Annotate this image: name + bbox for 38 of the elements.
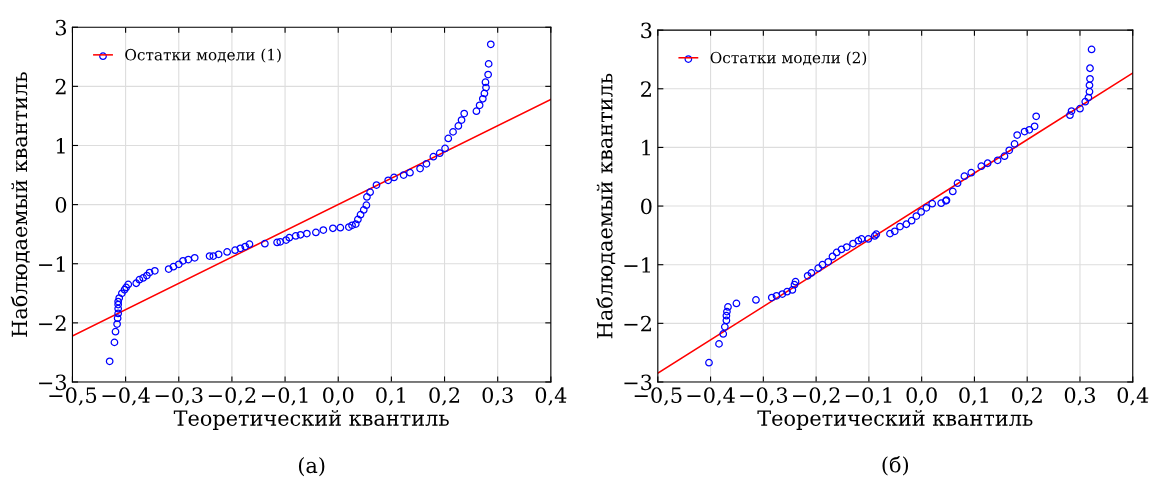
x-tick-label: −0,3 xyxy=(155,387,203,406)
x-tick-label: 0,1 xyxy=(959,387,989,406)
x-tick-label: 0,1 xyxy=(376,387,405,406)
x-tick-label: −0,2 xyxy=(793,387,840,406)
y-tick-label: −2 xyxy=(624,315,651,332)
y-tick-label: 2 xyxy=(55,78,66,95)
y-tick-label: 0 xyxy=(641,198,652,215)
y-tick-label: −1 xyxy=(624,257,650,273)
x-tick-label: −0,1 xyxy=(261,387,308,406)
legend-label: Остатки модели (1) xyxy=(125,48,281,63)
y-axis-title: Наблюдаемый квантиль xyxy=(596,73,616,339)
x-tick-label: 0,0 xyxy=(323,387,354,406)
x-tick-label: −0,4 xyxy=(687,387,735,406)
x-tick-label: −0,4 xyxy=(102,387,150,406)
y-tick-label: 1 xyxy=(642,139,650,156)
x-tick-label: 0,2 xyxy=(1012,387,1042,406)
y-tick-label: 0 xyxy=(55,197,67,213)
text: (б) xyxy=(882,456,909,476)
x-tick-label: 0,4 xyxy=(535,387,567,406)
x-axis-title: Теоретический квантиль xyxy=(757,410,1033,430)
x-tick-label: 0,2 xyxy=(429,387,460,406)
y-tick-label: −1 xyxy=(39,256,65,272)
y-tick-label: −2 xyxy=(39,315,66,331)
y-tick-label: 3 xyxy=(641,22,652,39)
legend-label: Остатки модели (2) xyxy=(710,51,867,66)
text: (а) xyxy=(298,457,325,477)
x-tick-label: 0,4 xyxy=(1117,387,1149,406)
x-tick-label: 0,3 xyxy=(1064,387,1095,406)
x-tick-label: 0,3 xyxy=(482,387,513,406)
x-axis-title: Теоретический квантиль xyxy=(173,410,449,430)
y-axis-title: Наблюдаемый квантиль xyxy=(10,72,30,337)
y-tick-label: 2 xyxy=(641,81,651,97)
x-tick-label: −0,2 xyxy=(208,387,256,406)
x-tick-label: −0,3 xyxy=(740,387,788,406)
x-tick-label: 0,0 xyxy=(906,387,937,406)
y-tick-label: 3 xyxy=(55,19,67,36)
y-tick-label: 1 xyxy=(56,137,65,154)
x-tick-label: −0,1 xyxy=(845,387,892,406)
